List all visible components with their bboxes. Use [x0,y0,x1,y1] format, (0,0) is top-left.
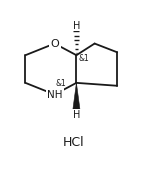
Text: O: O [50,39,59,49]
Text: NH: NH [47,89,62,99]
Text: HCl: HCl [63,136,84,149]
Text: H: H [73,21,80,31]
Text: &1: &1 [55,79,66,88]
Polygon shape [73,83,80,109]
Text: H: H [73,110,80,120]
Text: &1: &1 [79,54,89,63]
